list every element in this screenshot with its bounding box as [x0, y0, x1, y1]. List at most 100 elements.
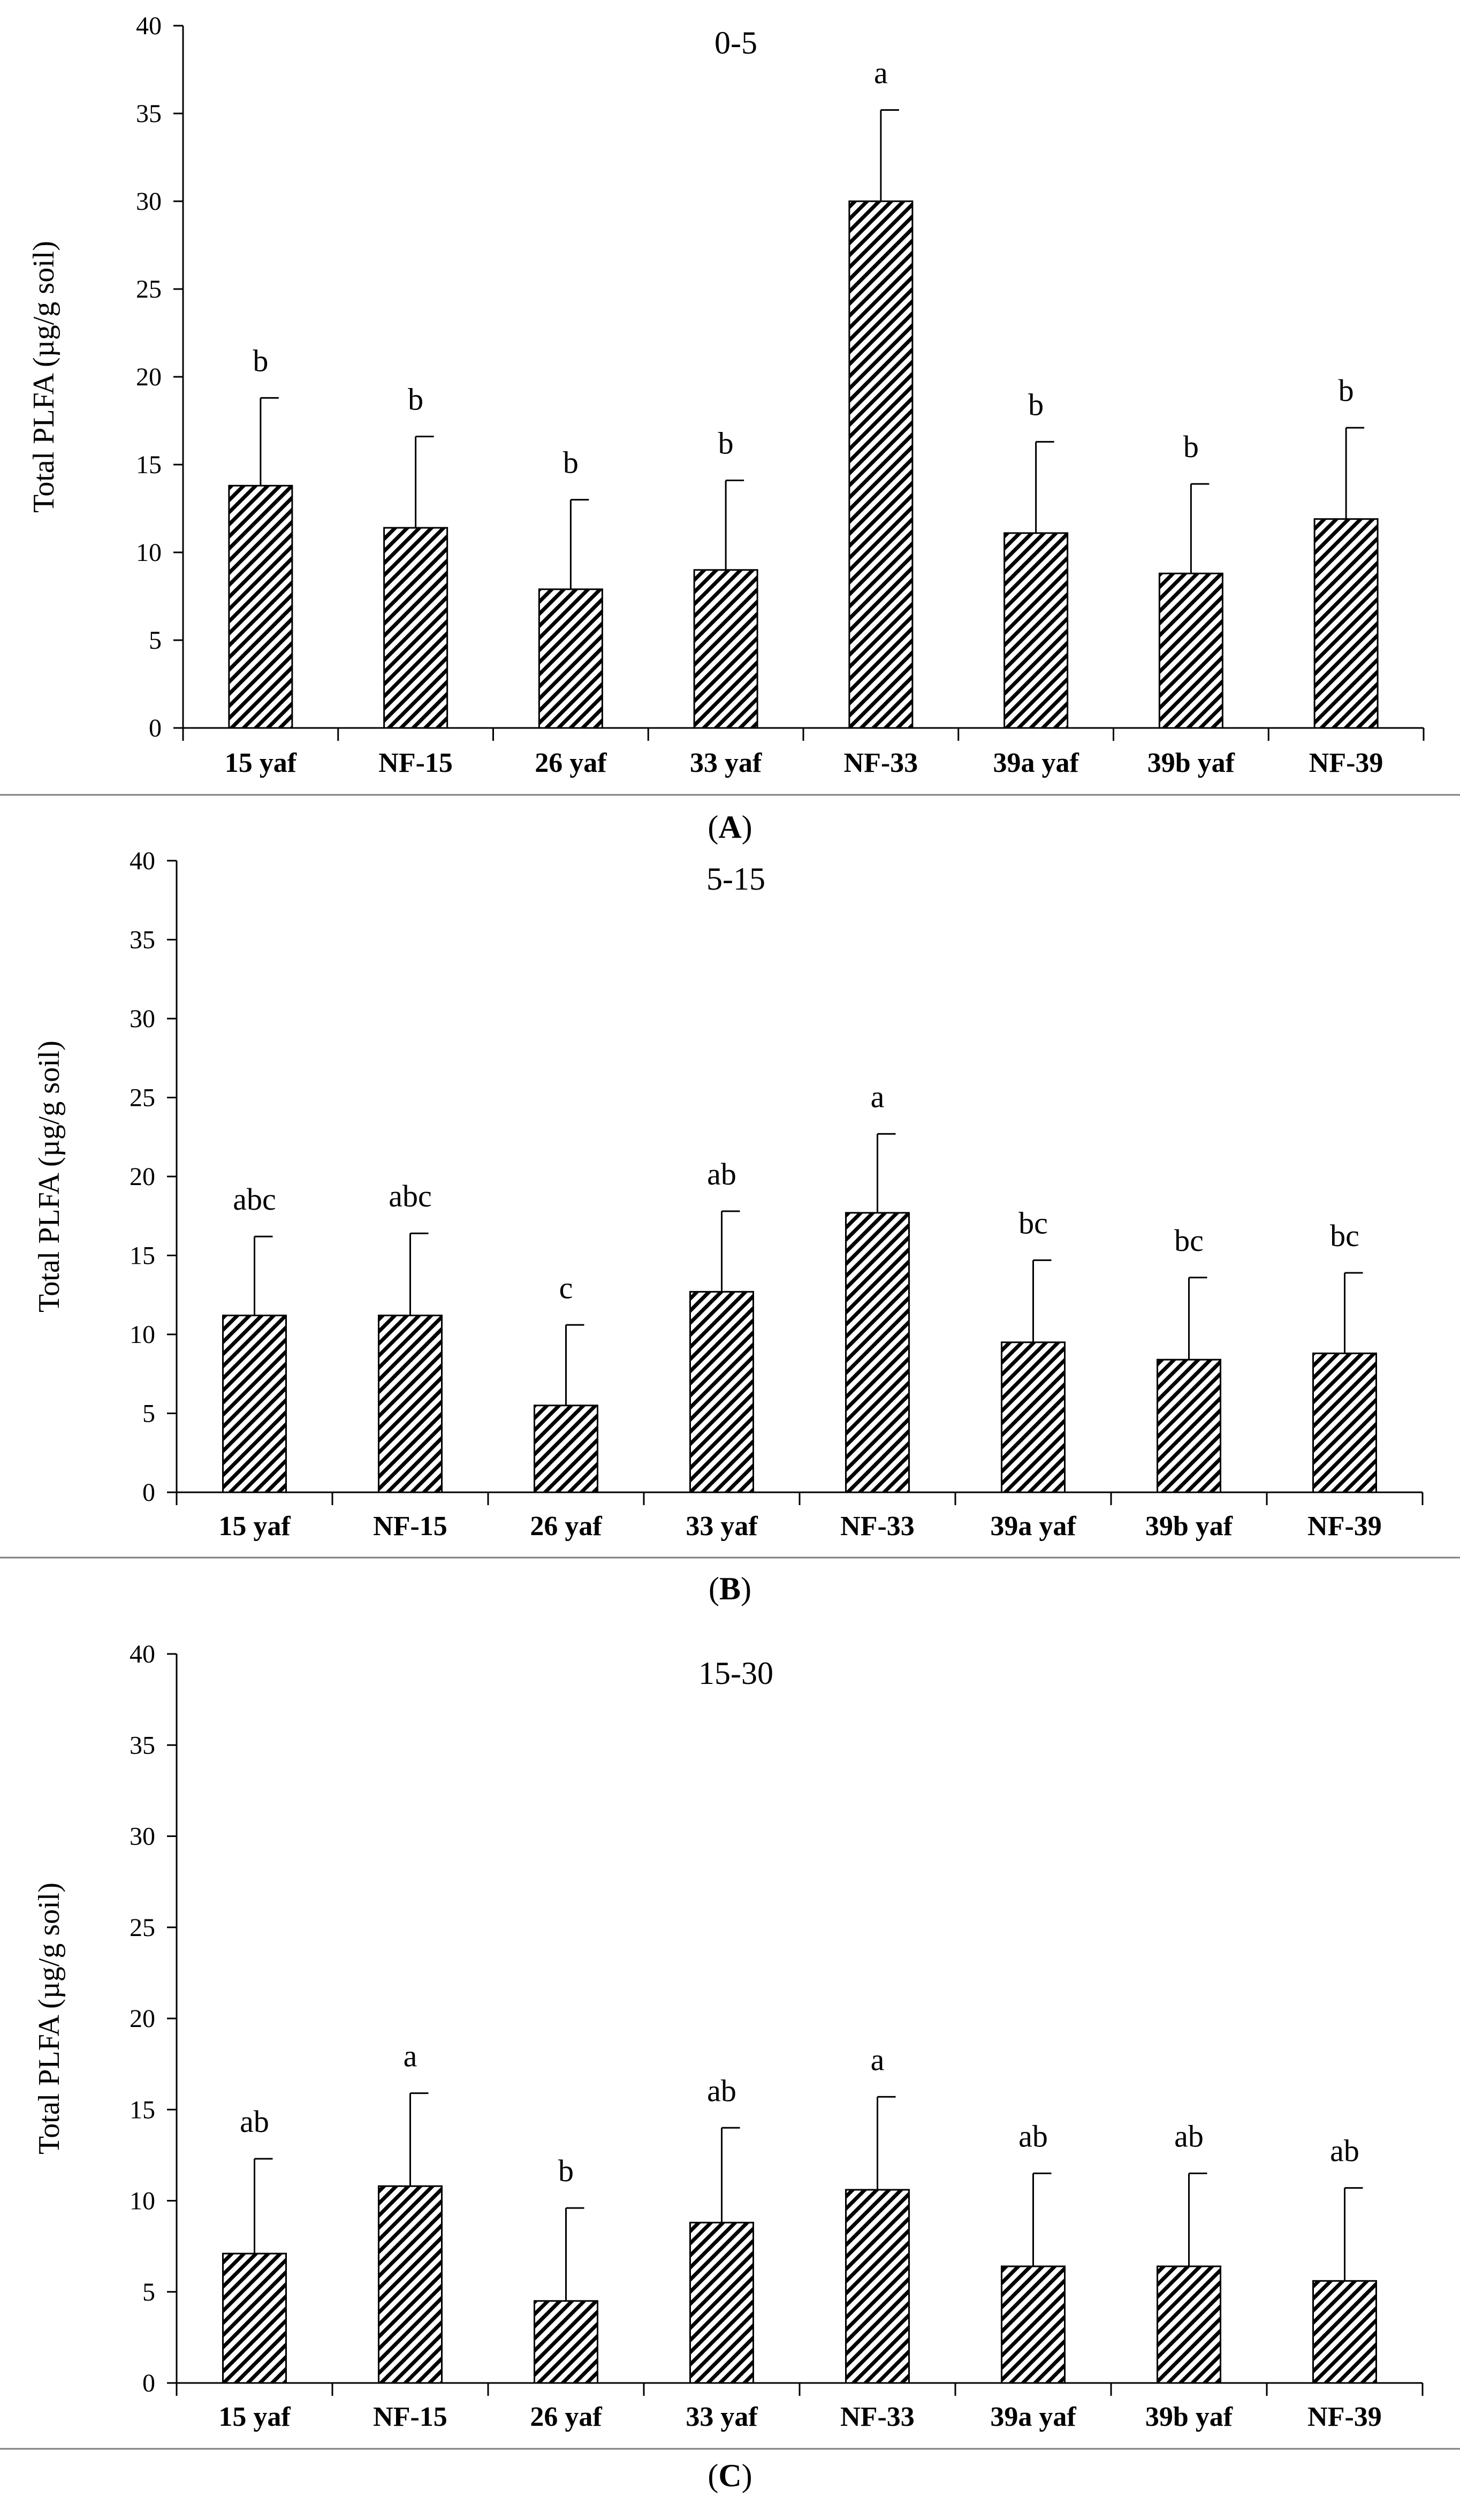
panel-caption-close: ) [742, 2458, 752, 2493]
significance-label: b [1183, 429, 1199, 464]
y-tick-label: 20 [130, 2005, 155, 2033]
category-label: 39a yaf [990, 1511, 1076, 1542]
significance-label: b [558, 2153, 574, 2188]
bar [693, 569, 758, 729]
y-tick-label: 30 [130, 1823, 155, 1851]
category-label: 26 yaf [530, 2402, 602, 2432]
y-tick-label: 15 [136, 451, 162, 479]
significance-label: ab [240, 2104, 269, 2139]
y-tick-label: 20 [136, 363, 162, 391]
bar [1312, 2280, 1377, 2384]
panel-letter: A [718, 809, 741, 845]
y-tick-label: 30 [130, 1005, 155, 1033]
panel-caption-close: ) [741, 1571, 751, 1606]
panel-caption-open: ( [708, 2458, 718, 2493]
significance-label: a [874, 55, 888, 90]
bar [222, 1315, 287, 1493]
y-tick-label: 35 [130, 1731, 155, 1759]
y-axis-label: Total PLFA (µg/g soil) [33, 1883, 66, 2154]
significance-label: bc [1174, 1223, 1204, 1258]
category-label: NF-39 [1307, 2402, 1382, 2432]
significance-label: bc [1018, 1205, 1048, 1240]
y-tick-label: 40 [136, 12, 162, 40]
bar [845, 1212, 910, 1493]
y-tick-label: 0 [142, 2369, 155, 2397]
chart-title: 15-30 [698, 1656, 773, 1691]
y-tick-label: 25 [130, 1084, 155, 1112]
significance-label: bc [1330, 1218, 1359, 1253]
panel-letter: C [718, 2458, 741, 2493]
bar [1003, 532, 1069, 729]
bar [689, 2221, 754, 2384]
category-label: 15 yaf [218, 1511, 291, 1542]
panel-caption-open: ( [708, 809, 718, 845]
significance-label: b [563, 445, 579, 480]
category-label: 39b yaf [1145, 1511, 1233, 1542]
bar [534, 1405, 598, 1493]
category-label: 39b yaf [1145, 2402, 1233, 2432]
bar [845, 2189, 910, 2384]
category-label: NF-33 [844, 748, 918, 778]
bar [222, 2252, 287, 2384]
bar [1157, 2265, 1221, 2384]
bar [534, 2300, 598, 2384]
category-label: 39a yaf [990, 2402, 1076, 2432]
y-tick-label: 30 [136, 187, 162, 216]
bar [538, 588, 603, 729]
y-tick-label: 35 [130, 926, 155, 954]
panel-caption: (A) [708, 809, 752, 845]
y-tick-label: 5 [142, 1400, 155, 1428]
panel-caption-close: ) [742, 809, 752, 845]
panel-caption-open: ( [709, 1571, 719, 1606]
category-label: 15 yaf [218, 2402, 291, 2432]
bar [1158, 572, 1223, 729]
significance-label: b [408, 382, 423, 417]
bar [228, 484, 293, 729]
significance-label: ab [1330, 2134, 1359, 2168]
significance-label: b [1339, 373, 1354, 408]
category-label: 39b yaf [1147, 748, 1235, 778]
category-label: NF-15 [373, 1511, 447, 1542]
significance-label: abc [389, 1179, 432, 1213]
significance-label: ab [707, 2073, 736, 2108]
significance-label: c [559, 1270, 573, 1305]
bar [1157, 1358, 1221, 1493]
panel-caption: (C) [708, 2458, 752, 2493]
y-axis-label: Total PLFA (µg/g soil) [33, 1041, 66, 1312]
category-label: 26 yaf [535, 748, 607, 778]
significance-label: b [718, 426, 734, 461]
significance-label: abc [233, 1182, 276, 1217]
y-tick-label: 0 [149, 714, 162, 742]
y-tick-label: 0 [142, 1478, 155, 1507]
significance-label: a [871, 1079, 885, 1114]
y-tick-label: 10 [136, 538, 162, 567]
category-label: 15 yaf [225, 748, 297, 778]
y-tick-label: 15 [130, 1242, 155, 1270]
y-tick-label: 35 [136, 100, 162, 128]
y-tick-label: 15 [130, 2096, 155, 2124]
y-tick-label: 20 [130, 1163, 155, 1191]
category-label: 33 yaf [686, 1511, 758, 1542]
category-label: NF-15 [373, 2402, 447, 2432]
y-tick-label: 25 [130, 1914, 155, 1942]
category-label: NF-15 [378, 748, 453, 778]
y-tick-label: 25 [136, 275, 162, 303]
bar [1312, 1352, 1377, 1493]
category-label: 33 yaf [686, 2402, 758, 2432]
significance-label: a [404, 2039, 417, 2074]
chart-panel-a: 0 5 10 15 20 25 30 35 40 b 15 yaf b NF-15 b 26 yaf b 33 … [0, 12, 1460, 845]
significance-label: a [871, 2042, 885, 2077]
chart-title: 0-5 [714, 25, 757, 60]
bar [1001, 1341, 1066, 1493]
significance-label: ab [707, 1157, 736, 1191]
bar [378, 1315, 443, 1493]
significance-label: b [1028, 387, 1044, 422]
chart-panel-c: 0 5 10 15 20 25 30 35 40 ab 15 yaf a NF-15 b 26 yaf ab 3… [0, 1640, 1460, 2493]
y-tick-label: 10 [130, 1320, 155, 1349]
category-label: 39a yaf [993, 748, 1079, 778]
category-label: NF-39 [1307, 1511, 1382, 1542]
y-tick-label: 10 [130, 2187, 155, 2215]
significance-label: ab [1174, 2119, 1204, 2153]
